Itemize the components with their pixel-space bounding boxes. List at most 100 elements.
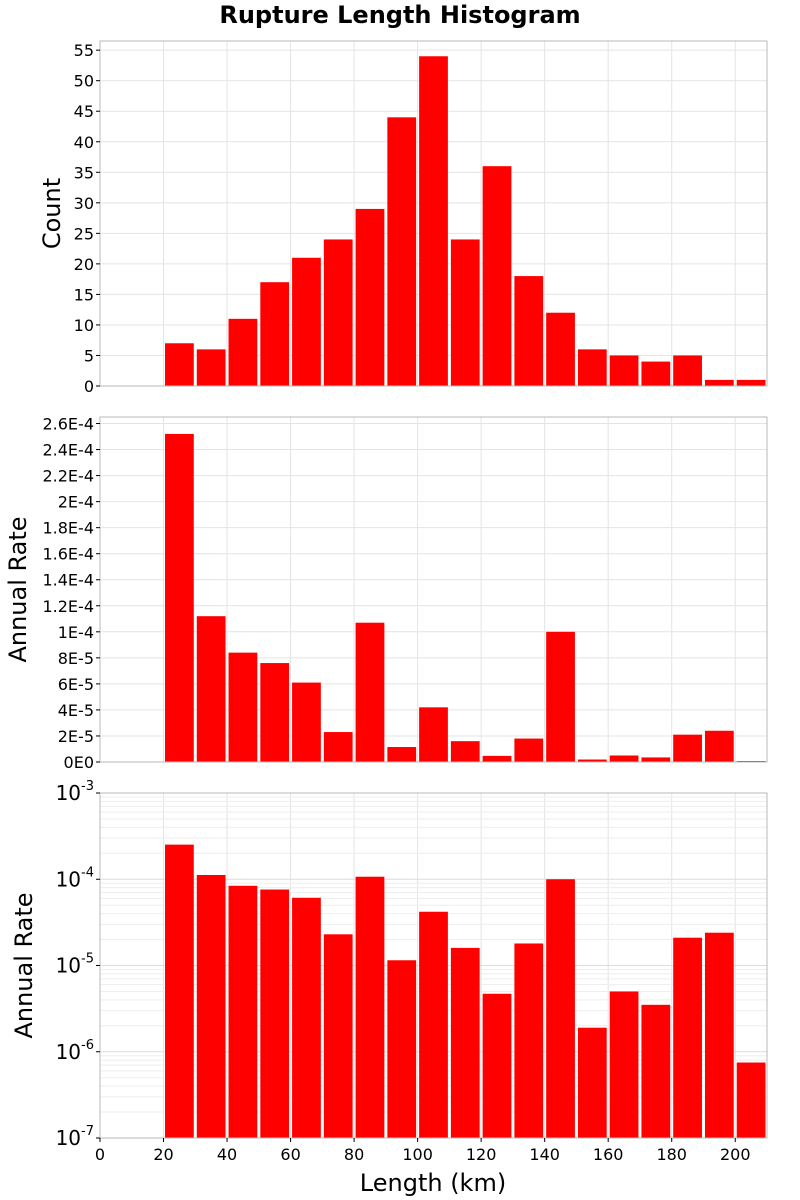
y-tick-label: 1E-4 [58,623,94,642]
histogram-bar [165,433,194,762]
y-tick-label: 0E0 [64,753,94,772]
y-tick-label: 55 [74,41,94,60]
histogram-bar [165,343,194,386]
annual-rate-linear-panel: 0E0 2E-5 4E-5 6E-5 8E-5 1E-4 1.2E-4 1.4E-4 1.6E-… [4,415,768,772]
y-tick-label: 2.6E-4 [42,415,94,434]
y-tick-label: 1.2E-4 [42,597,94,616]
x-tick-label: 160 [593,1145,624,1164]
y-tick-label: 8E-5 [58,649,94,668]
histogram-bar [641,757,671,762]
y-tick-label: 2.4E-4 [42,441,94,460]
histogram-bar [704,932,734,1138]
y-tick-label: 10 [74,316,94,335]
y-tick-label: 2.2E-4 [42,467,94,486]
histogram-bar [419,707,448,762]
histogram-bar [165,844,194,1138]
x-tick-label: 200 [720,1145,751,1164]
histogram-bar [673,355,702,386]
histogram-bar [641,361,671,386]
histogram-bar [419,56,448,386]
y-tick-label: 15 [74,285,94,304]
histogram-bar [546,879,575,1138]
histogram-bar [450,741,480,762]
histogram-bar [704,730,734,762]
histogram-bar [387,960,417,1138]
histogram-bar [482,166,512,386]
x-tick-label: 80 [344,1145,364,1164]
histogram-bar [228,885,258,1138]
y-tick-label: 1.4E-4 [42,571,94,590]
y-tick-label: 25 [74,224,94,243]
y-tick-label: 10-6 [56,1038,94,1064]
y-tick-label: 10-5 [56,952,94,978]
histogram-bar [355,622,385,762]
histogram-bar [196,616,226,762]
histogram-bar [482,755,512,762]
y-tick-label: 10-7 [56,1124,94,1150]
histogram-bar [736,1062,766,1138]
y-tick-label: 1.6E-4 [42,545,94,564]
histogram-bar [546,312,575,386]
x-tick-label: 140 [529,1145,560,1164]
histogram-bar [736,379,766,386]
y-tick-label: 10-3 [56,779,94,805]
histogram-bar [355,208,385,386]
histogram-bar [228,318,258,386]
x-tick-label: 20 [153,1145,173,1164]
x-tick-label: 0 [95,1145,105,1164]
y-tick-label: 50 [74,72,94,91]
x-tick-label: 180 [656,1145,687,1164]
x-tick-label: 120 [466,1145,497,1164]
histogram-bar [482,993,512,1138]
y-tick-label: 40 [74,133,94,152]
histogram-bar [514,276,544,386]
histogram-bar [228,652,258,762]
histogram-bar [514,738,544,762]
histogram-bar [196,349,226,386]
histogram-bar [323,732,353,762]
y-tick-label: 1.8E-4 [42,519,94,538]
histogram-bar [260,282,290,386]
y-axis-label: Annual Rate [4,516,32,662]
histogram-bar [450,239,480,386]
plot-frame [99,416,768,763]
histogram-bar [260,889,290,1138]
y-tick-label: 6E-5 [58,675,94,694]
histogram-bar [577,1027,607,1138]
histogram-bar [577,349,607,386]
histogram-bar [260,663,290,762]
count-histogram-panel: 0 5 10 15 20 25 30 35 40 45 50 55 Count [38,40,768,396]
histogram-bar [387,117,417,387]
y-tick-label: 45 [74,102,94,121]
histogram-bar [323,934,353,1138]
histogram-bar [609,755,639,762]
y-tick-label: 2E-5 [58,727,94,746]
figure-title: Rupture Length Histogram [219,1,580,29]
histogram-bar [196,875,226,1138]
y-axis-label: Annual Rate [10,892,38,1038]
histogram-bar [419,911,448,1138]
histogram-bar [387,747,417,762]
y-tick-label: 10-4 [56,865,94,891]
x-tick-label: 60 [280,1145,300,1164]
y-tick-label: 5 [84,346,94,365]
y-tick-label: 4E-5 [58,701,94,720]
histogram-bar [292,257,321,386]
histogram-bar [514,943,544,1138]
x-tick-label: 100 [402,1145,433,1164]
y-tick-label: 35 [74,163,94,182]
x-tick-label: 40 [217,1145,237,1164]
histogram-bar [609,991,639,1138]
plot-frame [99,40,768,387]
histogram-bar [323,239,353,386]
x-axis-label: Length (km) [360,1169,506,1197]
histogram-bar [641,1004,671,1138]
histogram-bar [577,759,607,762]
histogram-bar [450,947,480,1138]
y-tick-label: 0 [84,377,94,396]
y-axis-label: Count [38,178,66,249]
histogram-bar [704,379,734,386]
y-tick-label: 2E-4 [58,493,94,512]
histogram-bar [355,876,385,1138]
